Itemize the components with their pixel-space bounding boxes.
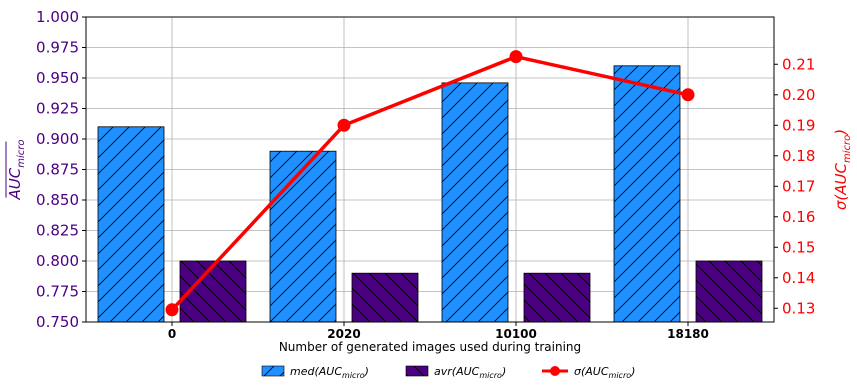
y-left-tick-label: 0.800 xyxy=(36,252,79,270)
y-left-tick-label: 0.750 xyxy=(36,313,79,331)
bar-med xyxy=(97,126,165,323)
sigma-point xyxy=(681,88,695,102)
y-axis-left-label-main: AUC xyxy=(6,167,24,200)
y-axis-right-label-suffix: ) xyxy=(832,129,850,136)
y-left-tick-label: 0.825 xyxy=(36,222,79,240)
legend-label: σ(AUCmicro) xyxy=(574,365,635,380)
bar-avr xyxy=(523,272,591,323)
x-tick-label: 0 xyxy=(168,327,176,341)
y-right-tick-label: 0.15 xyxy=(782,238,815,256)
sigma-line-path xyxy=(170,54,689,311)
legend-item: σ(AUCmicro) xyxy=(542,365,635,380)
y-left-tick-label: 0.850 xyxy=(36,191,79,209)
legend: med(AUCmicro) avr(AUCmicro) σ(AUCmicro) xyxy=(261,365,635,380)
y-left-tick-label: 0.900 xyxy=(36,130,79,148)
y-right-tick-label: 0.21 xyxy=(782,55,815,73)
x-tick-label: 10100 xyxy=(495,327,537,341)
y-axis-right-label-prefix: σ( xyxy=(832,194,850,211)
y-left-tick-label: 0.950 xyxy=(36,69,79,87)
y-left-tick-label: 0.875 xyxy=(36,161,79,179)
bar-avr xyxy=(695,260,763,323)
bar-avr xyxy=(351,272,419,323)
sigma-line xyxy=(165,50,695,317)
bar-med xyxy=(269,150,337,323)
y-left-tick-label: 0.775 xyxy=(36,283,79,301)
bar-med xyxy=(613,65,681,323)
y-axis-right-label-main: AUC xyxy=(832,162,850,195)
legend-item: avr(AUCmicro) xyxy=(405,365,506,380)
legend-label: avr(AUCmicro) xyxy=(434,365,506,380)
sigma-point xyxy=(337,118,351,132)
ticks: 0.750 0.775 0.800 0.825 0.850 0.875 0.900 0.925… xyxy=(36,8,815,341)
x-tick-label: 2020 xyxy=(327,327,360,341)
y-right-tick-label: 0.18 xyxy=(782,147,815,165)
y-right-tick-label: 0.19 xyxy=(782,116,815,134)
y-right-tick-label: 0.13 xyxy=(782,299,815,317)
bars xyxy=(97,65,763,323)
sigma-point xyxy=(509,50,523,64)
y-axis-left-label-sub: micro xyxy=(16,140,27,168)
bar-med xyxy=(441,82,509,323)
legend-item: med(AUCmicro) xyxy=(261,365,369,380)
x-tick-label: 18180 xyxy=(667,327,709,341)
legend-label: med(AUCmicro) xyxy=(290,365,369,380)
y-right-tick-label: 0.14 xyxy=(782,269,815,287)
y-right-tick-label: 0.20 xyxy=(782,86,815,104)
y-axis-right-label-sub: micro xyxy=(842,135,853,163)
y-left-tick-label: 1.000 xyxy=(36,8,79,26)
y-right-tick-label: 0.17 xyxy=(782,177,815,195)
y-left-tick-label: 0.925 xyxy=(36,100,79,118)
legend-marker xyxy=(550,366,560,376)
y-axis-right-label: σ(AUCmicro) xyxy=(832,129,853,210)
y-left-tick-label: 0.975 xyxy=(36,39,79,57)
y-axis-left-label: AUCmicro xyxy=(6,140,27,201)
sigma-point xyxy=(165,303,179,317)
x-axis-label: Number of generated images used during t… xyxy=(279,340,581,354)
y-right-tick-label: 0.16 xyxy=(782,208,815,226)
